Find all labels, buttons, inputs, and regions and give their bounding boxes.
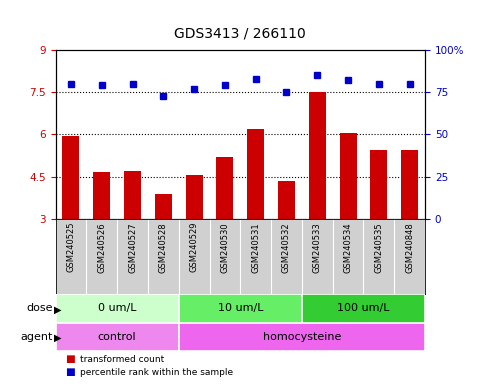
Bar [185,175,202,219]
Bar [56,294,179,323]
Text: 100 um/L: 100 um/L [337,303,390,313]
Text: GSM240532: GSM240532 [282,222,291,273]
Text: dose: dose [27,303,53,313]
Text: 10 um/L: 10 um/L [217,303,263,313]
Text: GSM240530: GSM240530 [220,222,229,273]
Text: ■: ■ [65,354,75,364]
Text: percentile rank within the sample: percentile rank within the sample [80,367,233,377]
Bar [340,133,356,219]
Bar [370,150,387,219]
Text: GSM240529: GSM240529 [190,222,199,272]
Bar [401,150,418,219]
Text: GSM240534: GSM240534 [343,222,353,273]
Bar [155,194,172,219]
Bar [179,294,302,323]
Text: GSM240528: GSM240528 [159,222,168,273]
Bar [62,136,79,219]
Text: GSM240526: GSM240526 [97,222,106,273]
Text: ▶: ▶ [54,333,61,343]
Bar [179,323,425,351]
Bar [309,92,326,219]
Bar [216,157,233,219]
Text: agent: agent [21,332,53,342]
Bar [124,171,141,219]
Bar [247,129,264,219]
Text: ■: ■ [65,367,75,377]
Bar [93,172,110,219]
Text: GSM240535: GSM240535 [374,222,384,273]
Bar [278,181,295,219]
Text: GSM240527: GSM240527 [128,222,137,273]
Text: GSM240525: GSM240525 [67,222,75,272]
Text: ▶: ▶ [54,304,61,314]
Text: GSM240531: GSM240531 [251,222,260,273]
Text: GDS3413 / 266110: GDS3413 / 266110 [174,26,306,40]
Bar [56,323,179,351]
Text: control: control [98,332,136,342]
Text: 0 um/L: 0 um/L [98,303,136,313]
Text: GSM240848: GSM240848 [405,222,414,273]
Text: GSM240533: GSM240533 [313,222,322,273]
Text: homocysteine: homocysteine [263,332,341,342]
Bar [302,294,425,323]
Text: transformed count: transformed count [80,355,164,364]
